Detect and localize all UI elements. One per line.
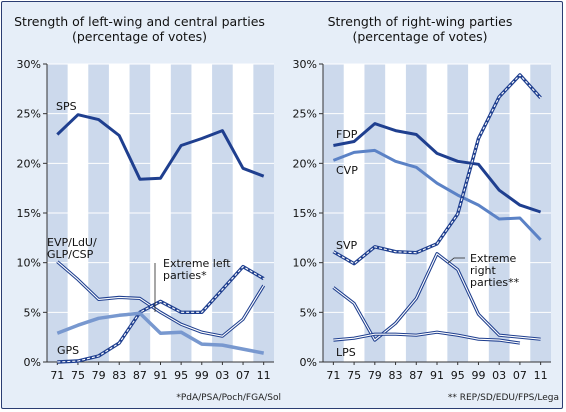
x-tick-label: 95 <box>451 369 465 382</box>
y-tick-label: 15% <box>293 207 317 220</box>
x-tick-label: 75 <box>347 369 361 382</box>
series-evp-ldu-glp-csp: EVP/LdU/GLP/CSP <box>47 236 266 338</box>
y-tick-label: 25% <box>293 108 317 121</box>
series-label: EVP/LdU/GLP/CSP <box>47 236 97 261</box>
y-tick-label: 5% <box>24 306 41 319</box>
y-tick-label: 20% <box>17 157 41 170</box>
x-tick-label: 91 <box>430 369 444 382</box>
y-tick-label: 25% <box>17 108 41 121</box>
y-tick-label: 30% <box>293 58 317 71</box>
x-tick-label: 87 <box>133 369 147 382</box>
series-line <box>333 122 542 214</box>
series-line-inner <box>333 253 541 341</box>
y-tick-label: 0% <box>24 356 41 369</box>
series-lps: LPS <box>333 330 521 359</box>
series-line-inner <box>333 331 520 344</box>
series-label: SPS <box>56 100 77 113</box>
series-label: FDP <box>336 128 358 141</box>
x-tick-label: 79 <box>368 369 382 382</box>
right-chart-title: Strength of right-wing parties (percentag… <box>327 14 513 44</box>
series-line-dash <box>57 266 264 363</box>
x-tick-label: 07 <box>236 369 250 382</box>
y-tick-label: 10% <box>293 257 317 270</box>
series-label: SVP <box>336 239 358 252</box>
left-footnote: *PdA/PSA/Poch/FGA/Sol <box>176 393 281 403</box>
label-leader <box>447 257 465 264</box>
y-tick-label: 30% <box>17 58 41 71</box>
left-chart: 0% 5% 10% 15% 20% 25% 30% 71 75 79 83 87 91 95 99 03 07 1… <box>17 58 274 382</box>
series-line <box>332 148 542 241</box>
x-tick-label: 75 <box>71 369 85 382</box>
y-tick-label: 10% <box>17 257 41 270</box>
x-tick-label: 79 <box>92 369 106 382</box>
series-label: GPS <box>57 344 79 357</box>
series-gps: GPS <box>56 311 265 357</box>
y-tick-label: 15% <box>17 207 41 220</box>
x-tick-label: 03 <box>215 369 229 382</box>
series-sps: SPS <box>56 100 265 181</box>
x-tick-label: 11 <box>534 369 548 382</box>
right-chart: 0% 5% 10% 15% 20% 25% 30% 71 75 79 83 87 91 95 99 03 07 1… <box>293 58 551 382</box>
x-tick-label: 83 <box>389 369 403 382</box>
x-tick-label: 83 <box>112 369 126 382</box>
series-line <box>56 311 265 355</box>
left-chart-title: Strength of left-wing and central partie… <box>14 14 265 44</box>
series-svp: SVP <box>332 73 542 266</box>
series-label: Extreme right parties** <box>470 252 520 289</box>
x-tick-label: 07 <box>513 369 527 382</box>
y-tick-label: 20% <box>293 157 317 170</box>
x-tick-label: 03 <box>492 369 506 382</box>
y-tick-label: 5% <box>300 306 317 319</box>
x-tick-label: 71 <box>50 369 64 382</box>
x-tick-label: 99 <box>471 369 485 382</box>
series-extreme-right-parties-: Extreme right parties** <box>332 252 541 342</box>
x-tick-label: 95 <box>174 369 188 382</box>
series-line-dash <box>333 74 542 265</box>
series-line-inner <box>56 261 265 337</box>
x-tick-label: 87 <box>409 369 423 382</box>
series-cvp: CVP <box>332 148 542 241</box>
series-extreme-left-parties-: Extreme left parties* <box>57 257 265 364</box>
series-label: Extreme left parties* <box>163 257 231 282</box>
x-tick-label: 11 <box>257 369 271 382</box>
x-tick-label: 71 <box>326 369 340 382</box>
series-line <box>56 113 265 181</box>
x-tick-label: 91 <box>154 369 168 382</box>
series-fdp: FDP <box>333 122 542 214</box>
x-tick-label: 99 <box>195 369 209 382</box>
series-label: LPS <box>336 346 356 359</box>
y-tick-label: 0% <box>300 356 317 369</box>
right-footnote: ** REP/SD/EDU/FPS/Lega <box>447 393 559 403</box>
series-label: CVP <box>336 164 358 177</box>
